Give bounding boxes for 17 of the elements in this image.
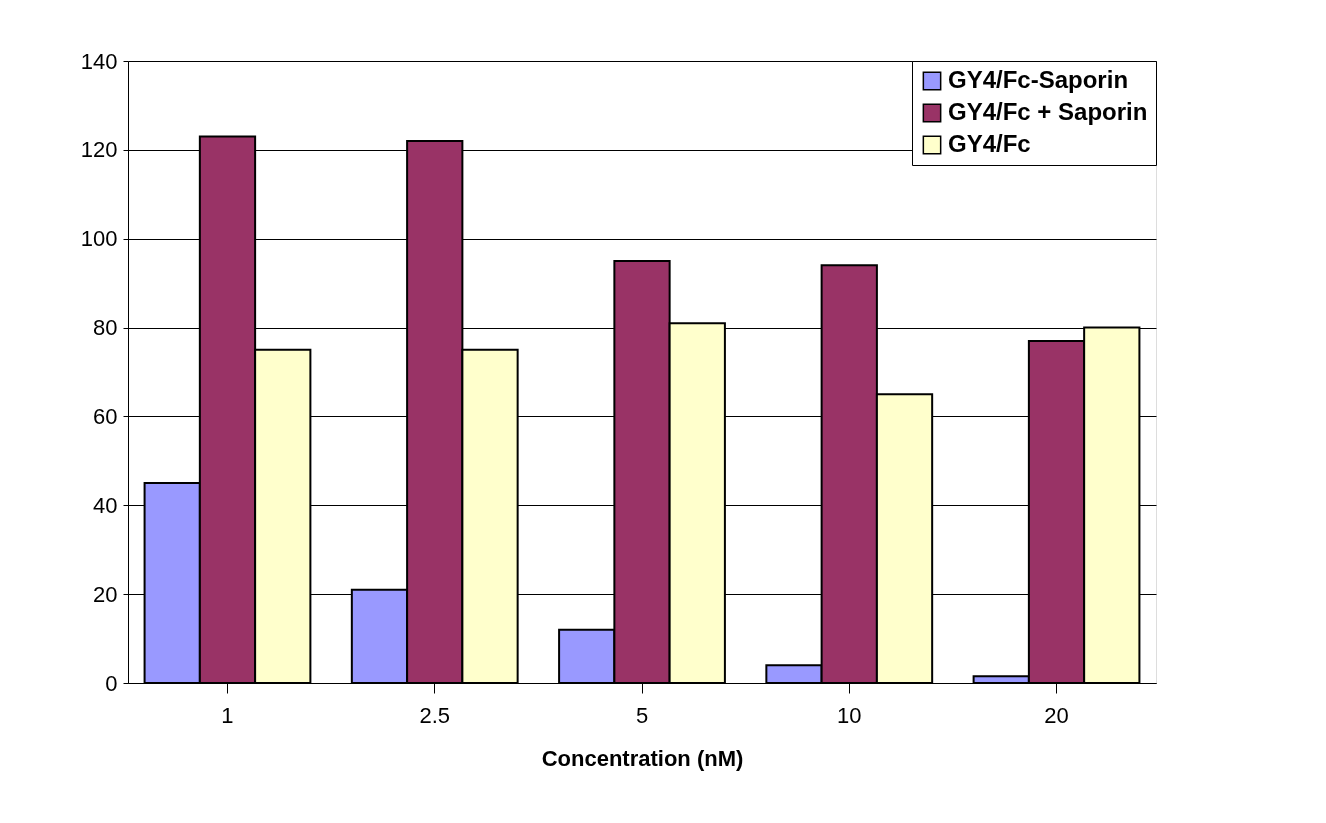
x-tick-label: 2.5 bbox=[419, 702, 451, 728]
x-tick-label: 10 bbox=[837, 702, 862, 728]
y-tick-label: 40 bbox=[93, 492, 118, 518]
y-tick-label: 60 bbox=[93, 403, 118, 429]
legend-label: GY4/Fc + Saporin bbox=[948, 98, 1148, 125]
x-axis-title: Concentration (nM) bbox=[541, 745, 744, 771]
y-tick-label: 120 bbox=[80, 137, 118, 163]
y-tick-label: 100 bbox=[80, 226, 118, 252]
legend-label: GY4/Fc-Saporin bbox=[948, 66, 1129, 93]
x-tick-label: 20 bbox=[1044, 702, 1069, 728]
y-tick-label: 0 bbox=[105, 670, 118, 696]
legend-label: GY4/Fc bbox=[948, 130, 1031, 157]
y-tick-label: 80 bbox=[93, 315, 118, 341]
x-tick-label: 5 bbox=[635, 702, 649, 728]
x-tick-label: 1 bbox=[221, 702, 234, 728]
y-tick-label: 140 bbox=[80, 48, 118, 74]
y-tick-label: 20 bbox=[93, 581, 118, 607]
